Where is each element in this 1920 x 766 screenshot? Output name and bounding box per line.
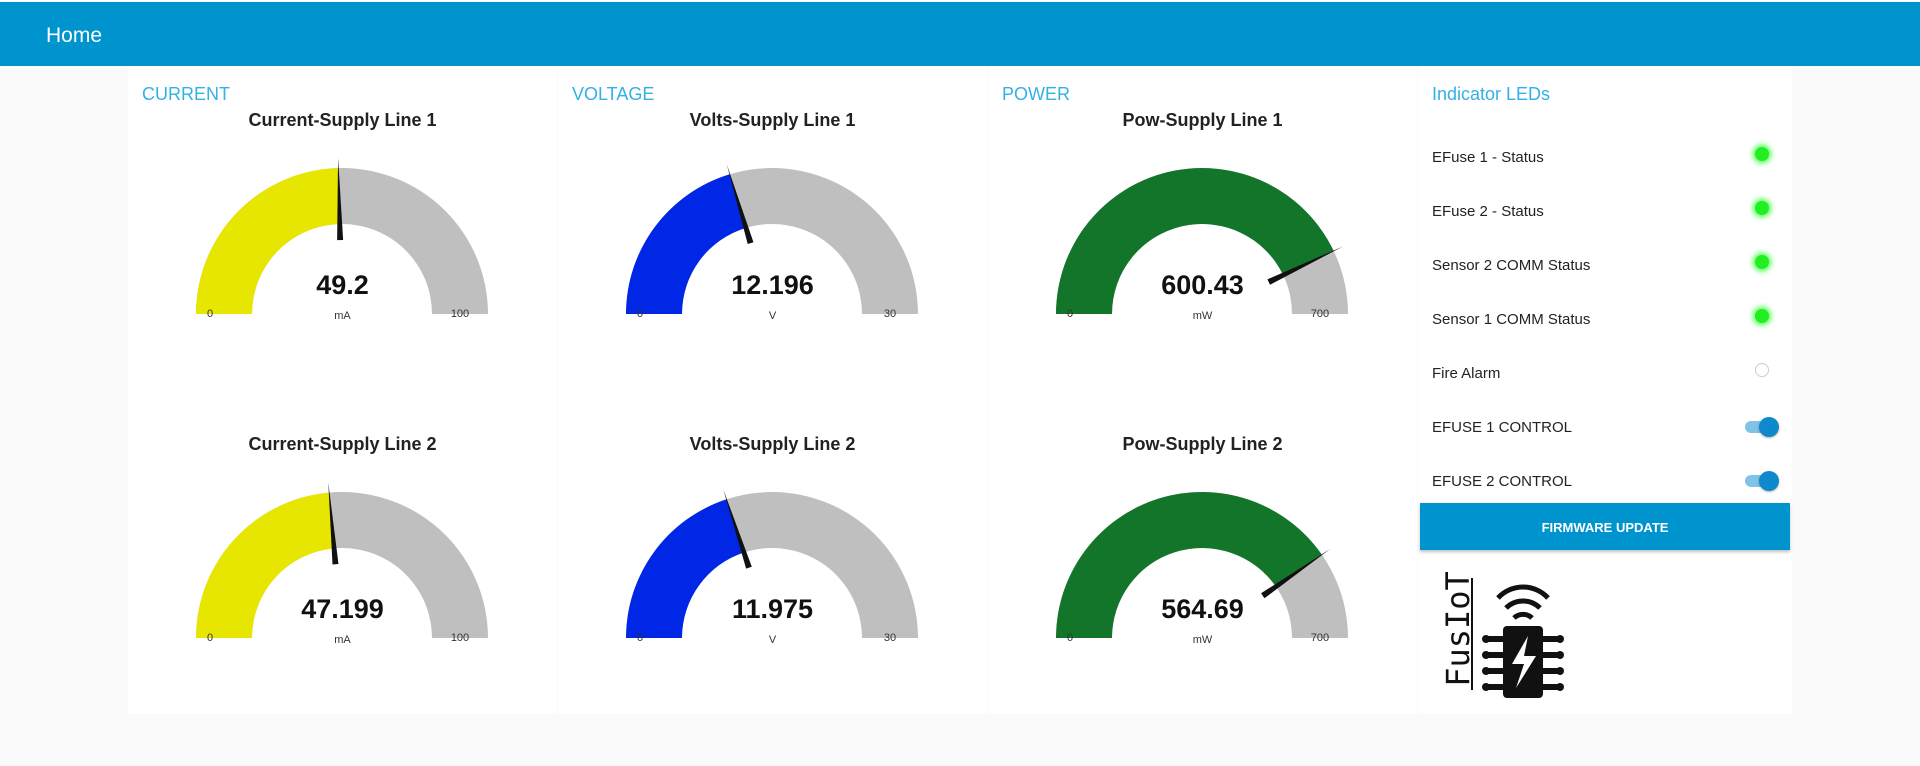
gauge-max: 30 [883, 308, 897, 320]
gauge-unit: mA [334, 310, 351, 322]
page-title[interactable]: Home [46, 24, 103, 47]
gauge-min: 0 [1066, 308, 1074, 320]
group-title-indicators: Indicator LEDs [1432, 84, 1551, 104]
gauge-voltage-line-2: Volts-Supply Line 2 11.975 V 0 30 [558, 434, 987, 684]
gauge-label: Current-Supply Line 2 [248, 434, 437, 454]
gauge-power-line-2: Pow-Supply Line 2 564.69 mW 0 700 [988, 434, 1417, 684]
led-label: Fire Alarm [1432, 365, 1501, 382]
gauge-dial [1056, 491, 1348, 638]
led-indicator-icon [1755, 309, 1769, 323]
gauge-unit: mW [1192, 310, 1213, 322]
toggle-label: EFUSE 1 CONTROL [1432, 419, 1573, 436]
gauge-dial [626, 489, 918, 638]
led-row-efuse-1-status: EFuse 1 - Status [1418, 137, 1792, 177]
gauge-current-line-2: Current-Supply Line 2 47.199 mA 0 100 [128, 434, 557, 684]
gauge-power-line-1: Pow-Supply Line 1 600.43 mW 0 700 [988, 110, 1417, 360]
gauge-dial [1056, 168, 1348, 314]
gauge-value: 600.43 [1161, 270, 1244, 300]
switch-knob [1759, 471, 1779, 491]
fusiot-logo: FusIoT [1436, 570, 1566, 700]
led-indicator-icon [1755, 255, 1769, 269]
toggle-row-efuse-1-control: EFUSE 1 CONTROL [1418, 407, 1792, 447]
gauge-max: 30 [883, 632, 897, 644]
gauge-fill [626, 499, 744, 638]
gauge-max: 100 [450, 632, 470, 644]
firmware-update-button[interactable]: FIRMWARE UPDATE [1420, 503, 1790, 550]
led-indicator-icon [1755, 201, 1769, 215]
gauge-unit: V [768, 310, 777, 322]
gauge-unit: mW [1192, 634, 1213, 646]
toggle-label: EFUSE 2 CONTROL [1432, 473, 1573, 490]
chip-wifi-icon [1471, 578, 1564, 698]
gauge-needle [1261, 548, 1331, 599]
led-row-efuse-2-status: EFuse 2 - Status [1418, 191, 1792, 231]
gauge-min: 0 [206, 308, 214, 320]
gauge-needle [337, 158, 344, 241]
top-bar: Home [0, 0, 1920, 66]
efuse-2-control-switch[interactable] [1743, 471, 1779, 491]
gauge-min: 0 [636, 308, 644, 320]
gauge-fill [196, 492, 335, 638]
gauge-min: 0 [1066, 632, 1074, 644]
gauge-min: 0 [206, 632, 214, 644]
gauge-value: 11.975 [731, 594, 814, 624]
gauge-unit: V [768, 634, 777, 646]
group-voltage: VOLTAGE Volts-Supply Line 1 12.196 V 0 3… [558, 66, 987, 714]
gauge-value: 49.2 [316, 270, 369, 300]
gauge-fill [196, 168, 340, 314]
led-indicator-icon [1755, 363, 1769, 377]
led-label: EFuse 1 - Status [1432, 149, 1544, 166]
led-label: Sensor 2 COMM Status [1432, 257, 1591, 274]
led-label: EFuse 2 - Status [1432, 203, 1544, 220]
gauge-dial [626, 164, 918, 314]
gauge-label: Pow-Supply Line 2 [1122, 434, 1283, 454]
gauge-label: Current-Supply Line 1 [248, 110, 437, 130]
gauge-dial [196, 158, 488, 314]
switch-knob [1759, 417, 1779, 437]
group-title-power: POWER [1002, 84, 1071, 104]
gauge-unit: mA [334, 634, 351, 646]
gauge-needle [1267, 246, 1343, 285]
gauge-min: 0 [636, 632, 644, 644]
led-row-sensor-2-comm: Sensor 2 COMM Status [1418, 245, 1792, 285]
group-current: CURRENT Current-Supply Line 1 49.2 mA 0 … [128, 66, 557, 714]
led-row-fire-alarm: Fire Alarm [1418, 353, 1792, 393]
gauge-label: Pow-Supply Line 1 [1122, 110, 1283, 130]
gauge-max: 100 [450, 308, 470, 320]
group-indicator-leds: Indicator LEDs EFuse 1 - Status EFuse 2 … [1418, 66, 1792, 714]
group-title-current: CURRENT [142, 84, 230, 104]
gauge-max: 700 [1310, 308, 1330, 320]
toggle-row-efuse-2-control: EFUSE 2 CONTROL [1418, 461, 1792, 501]
group-power: POWER Pow-Supply Line 1 600.43 mW 0 700 … [988, 66, 1417, 714]
gauge-max: 700 [1310, 632, 1330, 644]
gauge-needle [723, 489, 752, 569]
gauge-voltage-line-1: Volts-Supply Line 1 12.196 V 0 30 [558, 110, 987, 360]
gauge-dial [196, 482, 488, 638]
gauge-value: 12.196 [731, 270, 814, 300]
gauge-needle [328, 482, 339, 565]
group-title-voltage: VOLTAGE [572, 84, 655, 104]
led-row-sensor-1-comm: Sensor 1 COMM Status [1418, 299, 1792, 339]
led-indicator-icon [1755, 147, 1769, 161]
gauge-fill [1056, 168, 1334, 314]
led-label: Sensor 1 COMM Status [1432, 311, 1591, 328]
gauge-current-line-1: Current-Supply Line 1 49.2 mA 0 100 [128, 110, 557, 360]
efuse-1-control-switch[interactable] [1743, 417, 1779, 437]
gauge-value: 564.69 [1161, 594, 1244, 624]
gauge-fill [1056, 491, 1322, 638]
gauge-label: Volts-Supply Line 2 [689, 434, 856, 454]
gauge-value: 47.199 [301, 594, 384, 624]
gauge-fill [626, 174, 746, 314]
gauge-needle [726, 164, 754, 245]
gauge-label: Volts-Supply Line 1 [689, 110, 856, 130]
